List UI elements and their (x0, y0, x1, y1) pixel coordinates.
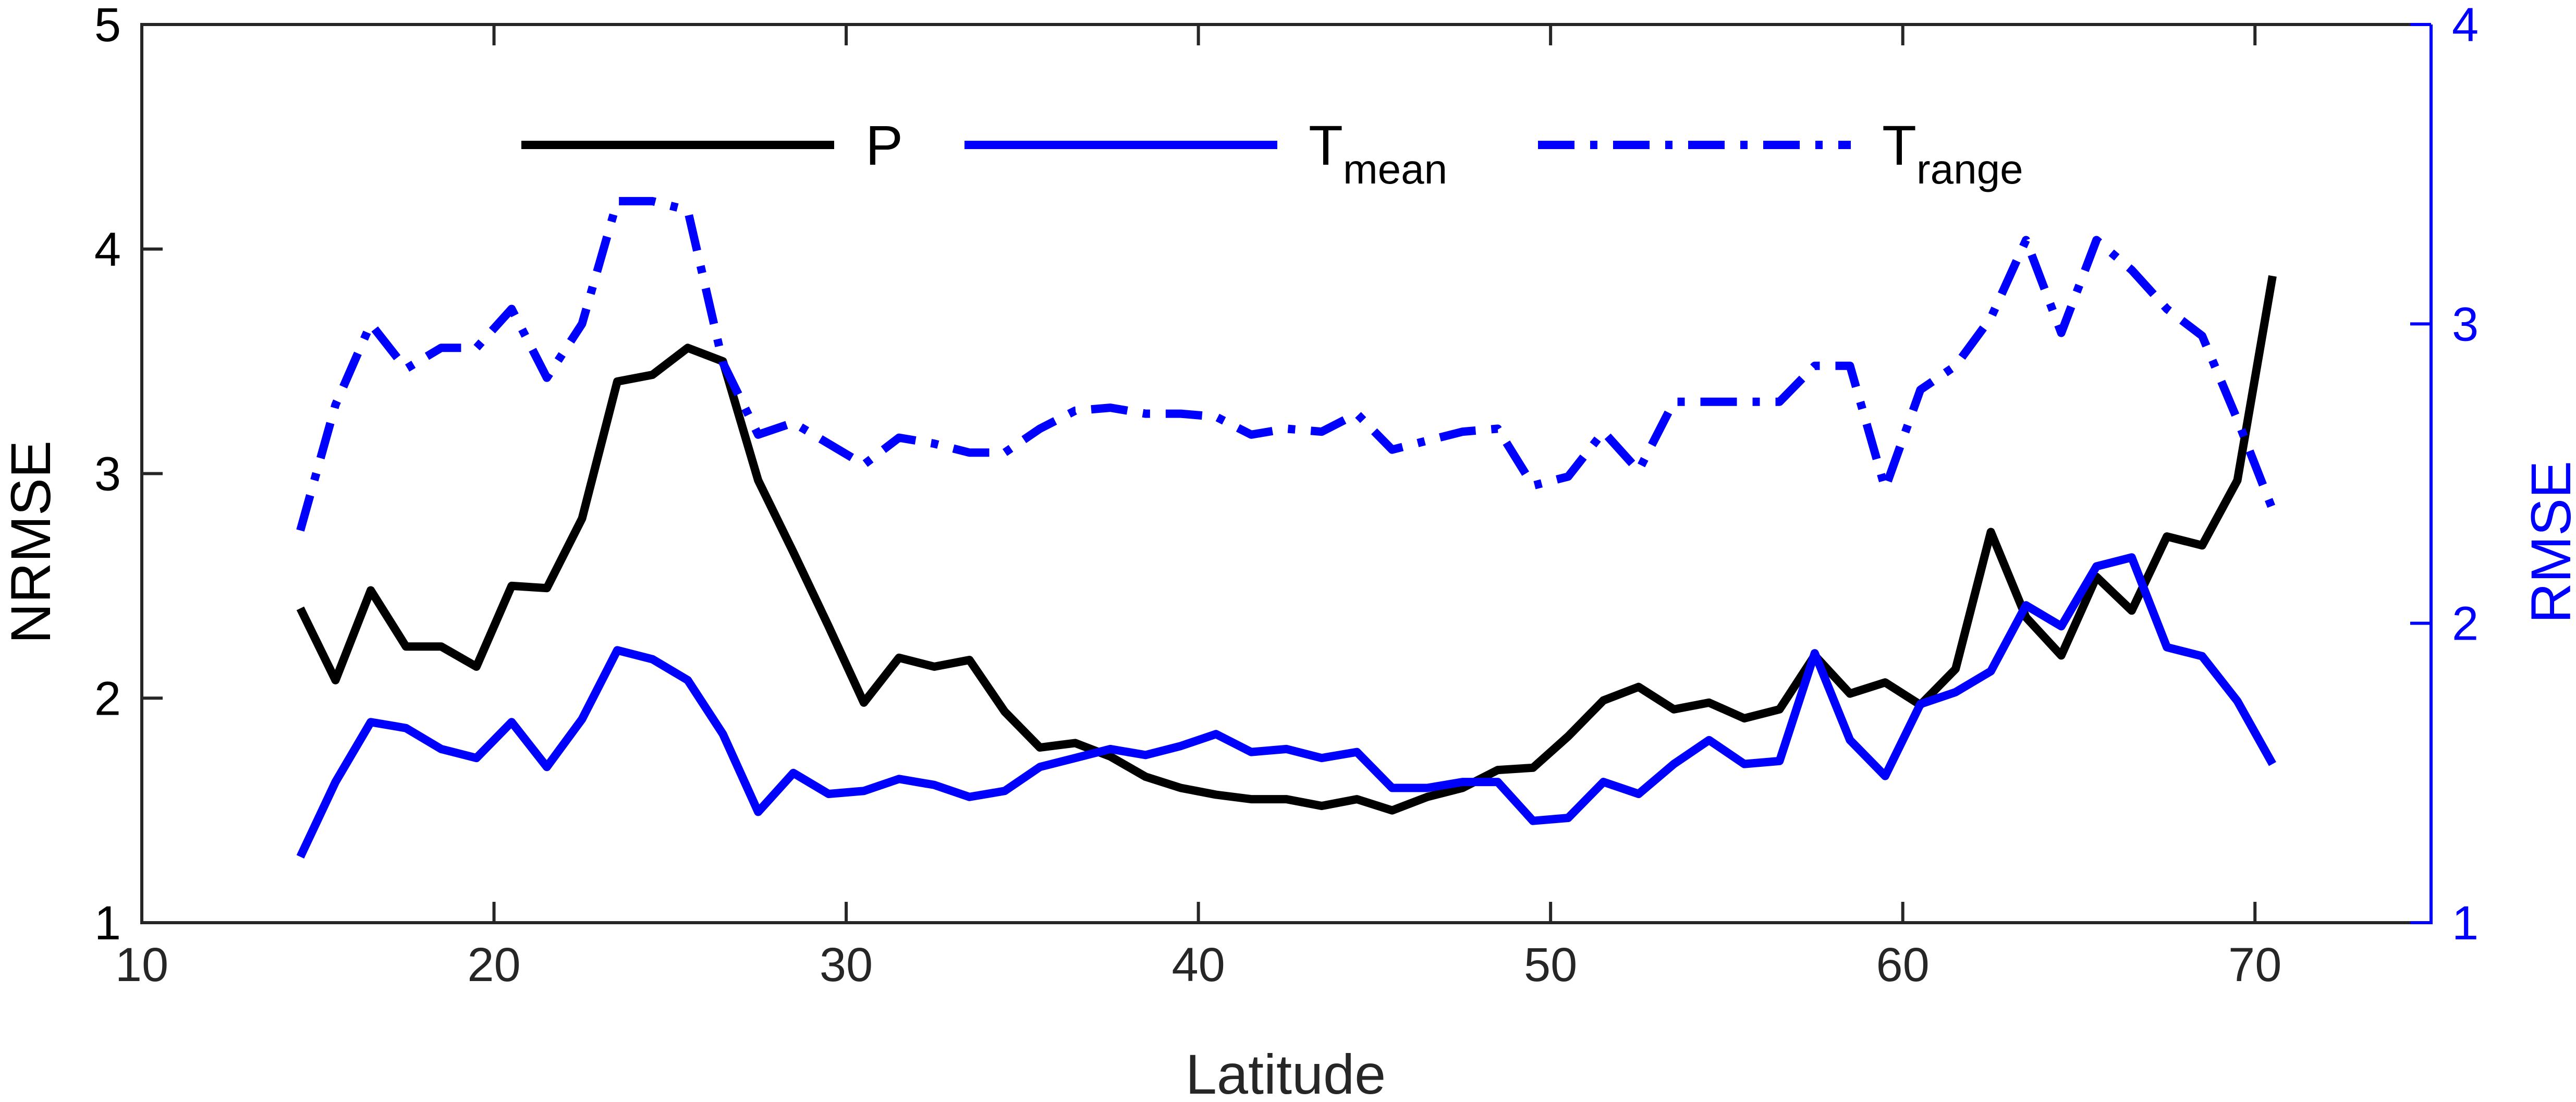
legend-label-t-range: Trange (1882, 114, 2023, 192)
legend: P Tmean Trange (521, 114, 2023, 192)
legend-label-t-mean-main: T (1309, 114, 1343, 177)
series-line-t-mean (296, 553, 2276, 859)
legend-label-p: P (865, 114, 903, 177)
y2-tick-label: 1 (2452, 897, 2479, 950)
legend-label-t-mean-sub: mean (1343, 146, 1447, 192)
x-tick-label: 40 (1171, 938, 1225, 991)
y2-tick-label: 4 (2452, 0, 2479, 52)
y-tick-label: 2 (94, 672, 121, 725)
series-line-t-range (296, 197, 2277, 532)
series-layer (296, 197, 2277, 859)
x-tick-label: 70 (2228, 938, 2281, 991)
x-axis-label: Latitude (1186, 1043, 1386, 1102)
y-axis-label: NRMSE (0, 440, 62, 644)
y2-axis-label: RMSE (2519, 461, 2576, 623)
x-tick-label: 20 (467, 938, 520, 991)
legend-label-t-range-sub: range (1916, 146, 2023, 192)
legend-label-t-range-main: T (1882, 114, 1916, 177)
axes-frame (140, 23, 2433, 924)
y-tick-label: 5 (94, 0, 121, 52)
y2-tick-label: 3 (2452, 298, 2479, 351)
x-tick-label: 50 (1524, 938, 1577, 991)
y-tick-label: 1 (94, 897, 121, 950)
x-tick-label: 30 (820, 938, 873, 991)
x-tick-label: 10 (115, 938, 168, 991)
y-tick-label: 4 (94, 223, 121, 276)
series-line-p (296, 275, 2277, 815)
legend-label-t-mean: Tmean (1309, 114, 1447, 192)
y2-tick-label: 2 (2452, 597, 2479, 651)
x-tick-label: 60 (1876, 938, 1930, 991)
tick-labels: 10 20 30 40 50 60 70 1 2 3 4 5 1 2 3 4 (94, 0, 2479, 991)
y-tick-label: 3 (94, 448, 121, 501)
